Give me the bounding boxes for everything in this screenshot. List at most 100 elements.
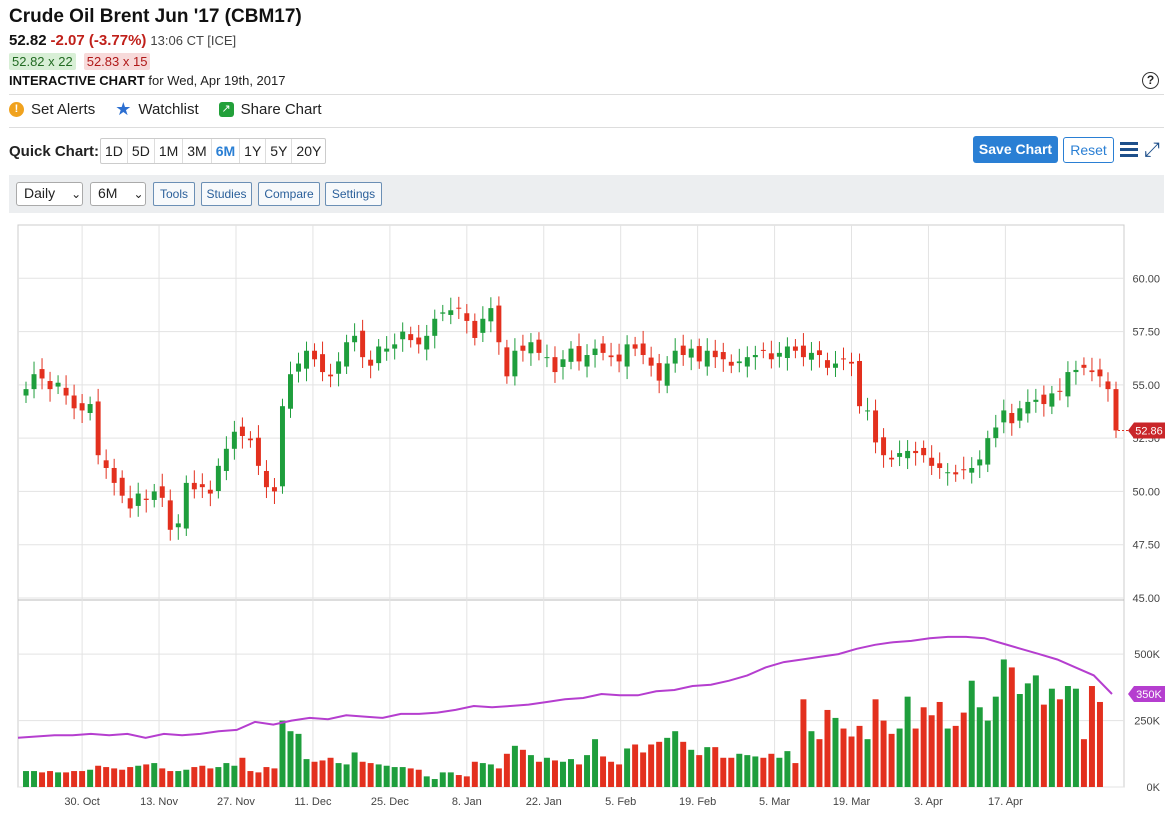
volume-bar <box>327 757 334 787</box>
candle-body <box>808 352 814 360</box>
page-title: Crude Oil Brent Jun '17 (CBM17) <box>9 6 302 27</box>
chart-svg[interactable]: 60.0057.5055.0052.5050.0047.5045.00500K2… <box>0 215 1175 813</box>
divider <box>9 127 1164 128</box>
range-1m[interactable]: 1M <box>155 139 184 163</box>
volume-bar <box>199 765 206 787</box>
volume-bar <box>351 752 358 787</box>
star-icon: ★ <box>115 99 132 119</box>
range-5y[interactable]: 5Y <box>266 139 293 163</box>
expand-icon[interactable]: ⤢ <box>1144 139 1160 161</box>
range-5d[interactable]: 5D <box>128 139 155 163</box>
candle-body <box>913 450 919 454</box>
candle-body <box>199 484 205 488</box>
volume-bar <box>495 768 502 787</box>
volume-bar <box>1056 699 1063 787</box>
price-tick-label: 60.00 <box>1132 273 1160 285</box>
volume-bar <box>888 733 895 787</box>
volume-bar <box>239 757 246 787</box>
candle-body <box>496 305 502 343</box>
candle-body <box>95 401 101 456</box>
candle-body <box>985 438 991 465</box>
volume-bar <box>431 779 438 787</box>
divider <box>9 94 1164 95</box>
volume-bar <box>519 749 526 787</box>
volume-last-badge <box>1128 686 1165 702</box>
candle-body <box>608 355 614 358</box>
volume-bar <box>1096 701 1103 787</box>
range-6m[interactable]: 6M <box>212 139 241 163</box>
save-chart-button[interactable]: Save Chart <box>973 136 1058 163</box>
volume-bar <box>287 731 294 787</box>
candle-body <box>239 426 245 437</box>
volume-bar <box>680 741 687 787</box>
volume-bar <box>920 707 927 787</box>
period-select[interactable]: 6M ⌄ <box>90 182 146 206</box>
candle-body <box>1025 401 1031 414</box>
candle-body <box>993 427 999 439</box>
range-1y[interactable]: 1Y <box>240 139 267 163</box>
candle-body <box>1081 364 1087 368</box>
date-tick-label: 19. Mar <box>833 796 871 808</box>
candle-body <box>600 343 606 353</box>
candle-body <box>865 410 871 412</box>
share-chart-label: Share Chart <box>240 101 322 118</box>
volume-bar <box>423 776 430 787</box>
volume-bar <box>303 759 310 787</box>
volume-bar <box>840 728 847 787</box>
volume-bar <box>103 767 110 787</box>
candle-body <box>784 346 790 359</box>
volume-bar <box>760 757 767 787</box>
volume-bar <box>864 739 871 787</box>
volume-bar <box>976 707 983 787</box>
volume-bar <box>551 760 558 787</box>
range-1d[interactable]: 1D <box>101 139 128 163</box>
period-value: 6M <box>98 185 118 201</box>
settings-button[interactable]: Settings <box>325 182 382 206</box>
candle-body <box>552 357 558 373</box>
volume-bar <box>664 737 671 787</box>
volume-bar <box>279 720 286 787</box>
volume-bar <box>63 772 70 787</box>
help-icon[interactable]: ? <box>1142 72 1159 89</box>
volume-bar <box>55 772 62 787</box>
volume-bar <box>503 753 510 787</box>
volume-bar <box>576 764 582 787</box>
chevron-down-icon: ⌄ <box>71 187 82 201</box>
price-tick-label: 55.00 <box>1132 380 1160 392</box>
set-alerts-button[interactable]: ! Set Alerts <box>9 101 95 118</box>
volume-bar <box>856 725 863 787</box>
compare-button[interactable]: Compare <box>258 182 320 206</box>
candle-body <box>584 355 590 367</box>
candle-body <box>87 404 93 413</box>
candle-body <box>448 310 454 315</box>
range-20y[interactable]: 20Y <box>296 143 322 159</box>
volume-bar <box>1064 686 1071 787</box>
candle-body <box>127 498 133 509</box>
volume-bar <box>263 767 270 787</box>
candle-body <box>961 469 967 471</box>
studies-button[interactable]: Studies <box>201 182 252 206</box>
interval-select[interactable]: Daily ⌄ <box>16 182 83 206</box>
volume-bar <box>527 755 534 787</box>
range-3m[interactable]: 3M <box>183 139 212 163</box>
candle-body <box>800 345 806 358</box>
volume-bar <box>135 765 142 787</box>
volume-bar <box>904 696 911 787</box>
menu-icon[interactable] <box>1120 142 1138 160</box>
reset-button[interactable]: Reset <box>1063 137 1114 163</box>
share-chart-button[interactable]: ↗ Share Chart <box>218 101 322 118</box>
volume-bar <box>968 680 975 787</box>
date-tick-label: 3. Apr <box>914 796 943 808</box>
tools-button[interactable]: Tools <box>153 182 195 206</box>
price-tick-label: 57.50 <box>1132 327 1160 339</box>
volume-average-line <box>17 635 1113 739</box>
candle-body <box>816 350 822 356</box>
candle-body <box>432 318 438 336</box>
volume-bar <box>560 761 566 787</box>
volume-bar <box>207 768 214 787</box>
price-chart[interactable]: 60.00 57.50 55.00 52.50 50.00 47.50 45.00 500K 2… <box>0 215 1175 813</box>
candle-body <box>624 344 630 367</box>
watchlist-button[interactable]: ★ Watchlist <box>115 99 198 119</box>
volume-tick-label: 250K <box>1134 716 1160 728</box>
candle-body <box>456 307 462 309</box>
